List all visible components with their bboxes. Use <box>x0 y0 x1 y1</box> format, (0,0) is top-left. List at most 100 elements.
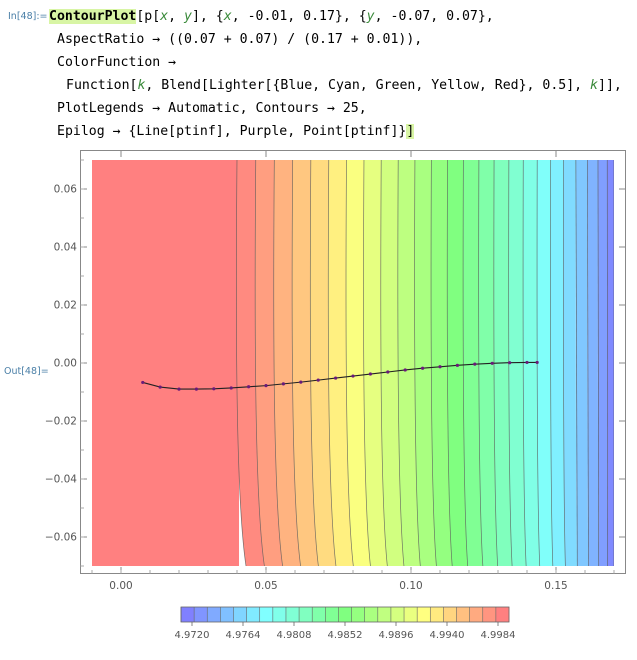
legend-swatch <box>377 607 392 622</box>
epilog-point <box>386 370 390 374</box>
epilog-point <box>334 376 338 380</box>
contour-band <box>447 160 468 566</box>
legend-label: 4.9896 <box>379 630 414 641</box>
y-tick-label: 0.02 <box>54 300 77 312</box>
contour-band <box>273 160 301 566</box>
contour-line <box>550 160 554 566</box>
contour-band <box>92 160 239 566</box>
legend-swatch <box>325 607 339 622</box>
x-tick-label: 0.00 <box>109 580 132 592</box>
contour-band <box>463 160 483 566</box>
epilog-point <box>194 387 198 391</box>
contour-band <box>575 160 589 566</box>
contour-line <box>522 160 527 566</box>
legend-swatch <box>272 607 287 622</box>
epilog-point <box>455 363 459 367</box>
code-line-1-text: [p[x, y], {x, -0.01, 0.17}, {y, -0.07, 0… <box>136 9 494 24</box>
epilog-point <box>281 382 285 386</box>
legend-label: 4.9808 <box>277 630 312 641</box>
epilog-point <box>299 380 303 384</box>
contour-band <box>607 160 614 566</box>
contour-lines <box>236 160 614 566</box>
legend-swatch <box>351 607 365 622</box>
contour-line <box>446 160 453 566</box>
contour-line <box>493 160 499 566</box>
contour-line <box>254 160 265 566</box>
legend-swatch <box>364 607 379 622</box>
epilog-point <box>525 360 529 365</box>
epilog-point <box>490 361 494 365</box>
contour-line <box>397 160 405 566</box>
epilog-point <box>508 361 512 365</box>
legend-label: 4.9764 <box>226 630 261 641</box>
x-tick-label: 0.15 <box>544 580 567 592</box>
x-tick-label: 0.05 <box>254 580 277 592</box>
contour-band <box>292 160 319 566</box>
contour-band <box>587 160 599 566</box>
contour-band <box>397 160 421 566</box>
epilog-point <box>264 384 268 388</box>
code-line-2[interactable]: AspectRatio → ((0.07 + 0.07) / (0.17 + 0… <box>57 32 423 47</box>
legend-swatch <box>404 607 418 622</box>
y-tick-label: 0.00 <box>54 358 77 370</box>
contour-band <box>563 160 578 566</box>
epilog-point <box>535 360 539 365</box>
contour-line <box>536 160 541 566</box>
x-axis-ticks: 0.00 0.05 0.10 0.15 <box>91 150 615 592</box>
epilog-point <box>403 368 407 372</box>
legend-swatch <box>181 607 195 622</box>
code-line-1[interactable]: ContourPlot[p[x, y], {x, -0.01, 0.17}, {… <box>49 5 622 28</box>
y-tick-label: −0.04 <box>45 474 77 486</box>
epilog-point <box>438 365 442 369</box>
legend-swatch <box>285 607 300 622</box>
contour-line <box>309 160 319 566</box>
legend-label: 4.9720 <box>175 630 210 641</box>
legend-swatch <box>456 607 470 622</box>
y-tick-label: 0.06 <box>54 184 78 196</box>
y-tick-label: −0.02 <box>45 416 77 428</box>
code-line-6[interactable]: Epilog → {Line[ptinf], Purple, Point[pti… <box>57 124 415 139</box>
y-tick-label: −0.06 <box>45 532 77 544</box>
epilog-point <box>368 372 372 376</box>
contour-line <box>363 160 371 566</box>
legend-label: 4.9852 <box>328 630 363 641</box>
epilog-point <box>316 378 320 382</box>
contour-band <box>380 160 404 566</box>
legend-swatch <box>299 607 313 622</box>
input-code[interactable]: ContourPlot[p[x, y], {x, -0.01, 0.17}, {… <box>49 5 622 143</box>
input-cell-label: In[48]:= <box>8 11 48 22</box>
legend-label: 4.9940 <box>430 630 465 641</box>
y-axis-ticks: 0.06 0.04 0.02 0.00 −0.02 −0.04 −0.06 <box>45 159 626 567</box>
contour-band <box>310 160 336 566</box>
legend-swatch <box>430 607 444 622</box>
legend-swatch <box>482 607 497 622</box>
y-tick-label: 0.04 <box>54 242 78 254</box>
epilog-point <box>177 387 181 391</box>
contour-band <box>550 160 566 566</box>
contour-line <box>462 160 469 566</box>
epilog-curve <box>141 360 539 391</box>
epilog-point <box>421 366 425 370</box>
legend-swatch <box>259 607 274 622</box>
code-line-3[interactable]: ColorFunction → <box>57 55 177 70</box>
plot-legend: 4.9720 4.9764 4.9808 4.9852 4.9896 4.9940 4.99… <box>175 606 516 641</box>
contour-line <box>478 160 484 566</box>
legend-swatch <box>495 607 510 622</box>
legend-swatch <box>443 607 457 622</box>
closing-bracket-highlight: ] <box>406 124 415 139</box>
legend-swatch <box>207 607 221 622</box>
code-head: ContourPlot <box>49 9 137 24</box>
contour-line <box>563 160 566 566</box>
output-cell-label: Out[48]= <box>4 366 49 377</box>
code-line-5[interactable]: PlotLegends → Automatic, Contours → 25, <box>57 101 367 116</box>
contour-band <box>597 160 608 566</box>
contour-band <box>537 160 553 566</box>
epilog-point <box>473 362 477 366</box>
legend-swatch <box>312 607 326 622</box>
legend-swatch <box>194 607 208 622</box>
legend-swatch <box>220 607 234 622</box>
epilog-point <box>247 385 251 389</box>
contour-line <box>291 160 301 566</box>
code-line-4[interactable]: Function[k, Blend[Lighter[{Blue, Cyan, G… <box>66 78 622 93</box>
